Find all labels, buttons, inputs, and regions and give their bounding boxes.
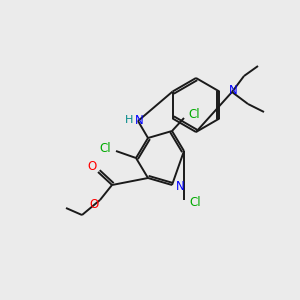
Text: N: N bbox=[135, 113, 143, 127]
Text: O: O bbox=[89, 199, 99, 212]
Text: Cl: Cl bbox=[99, 142, 111, 155]
Text: N: N bbox=[229, 85, 237, 98]
Text: Cl: Cl bbox=[188, 107, 200, 121]
Text: Cl: Cl bbox=[189, 196, 201, 209]
Text: N: N bbox=[176, 179, 184, 193]
Text: H: H bbox=[125, 115, 133, 125]
Text: O: O bbox=[87, 160, 97, 173]
